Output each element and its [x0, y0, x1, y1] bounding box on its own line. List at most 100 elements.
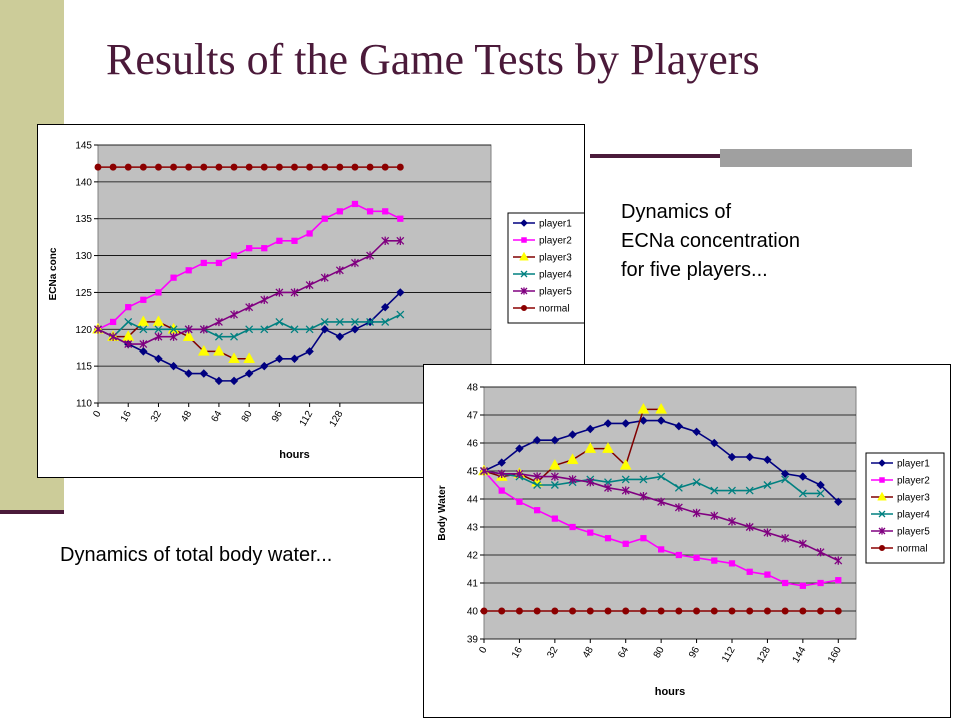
- water-point-player2: [746, 568, 753, 575]
- water-point-normal: [799, 607, 807, 615]
- water-legend-label-player4: player4: [897, 510, 930, 521]
- left-accent-underline: [0, 510, 64, 514]
- water-y-tick-label: 42: [467, 551, 479, 562]
- water-point-normal: [781, 607, 789, 615]
- ecna-point-player2: [336, 208, 343, 215]
- ecna-point-normal: [230, 163, 238, 171]
- ecna-point-player5: [199, 325, 208, 334]
- ecna-y-tick-label: 110: [76, 399, 92, 410]
- water-point-player5: [621, 486, 630, 495]
- water-point-player2: [817, 579, 824, 587]
- water-point-player4: [798, 489, 807, 498]
- ecna-point-player3: [197, 344, 210, 356]
- water-point-player2: [799, 582, 806, 589]
- ecna-point-player4: [396, 310, 405, 319]
- ecna-caption: Dynamics of ECNa concentration for five …: [621, 198, 800, 285]
- water-point-player2: [782, 579, 789, 587]
- ecna-point-player4: [351, 317, 359, 326]
- ecna-point-player1: [154, 354, 163, 363]
- water-point-player4: [533, 481, 542, 489]
- ecna-caption-line-2: ECNa concentration: [621, 230, 800, 252]
- ecna-y-tick-label: 130: [75, 251, 92, 262]
- ecna-legend-marker-player2: [521, 237, 527, 243]
- ecna-point-player5: [230, 310, 238, 319]
- water-point-player1: [780, 469, 790, 479]
- water-x-tick-label: 144: [791, 645, 809, 665]
- slide-title: Results of the Game Tests by Players: [106, 35, 760, 84]
- water-point-normal: [763, 607, 771, 615]
- ecna-y-tick-label: 135: [75, 214, 92, 225]
- ecna-point-player1: [169, 361, 178, 371]
- water-point-player2: [551, 515, 558, 522]
- water-point-normal: [710, 607, 718, 615]
- water-x-tick-label: 128: [755, 645, 773, 665]
- ecna-point-player4: [366, 317, 375, 326]
- water-x-tick-label: 0: [477, 645, 490, 656]
- ecna-x-tick-label: 48: [179, 409, 194, 425]
- ecna-caption-line-1: Dynamics of: [621, 201, 732, 223]
- water-x-tick-label: 48: [581, 645, 596, 661]
- water-point-player5: [639, 492, 648, 501]
- ecna-point-normal: [366, 163, 374, 171]
- water-y-axis-label: Body Water: [437, 485, 448, 540]
- water-point-player5: [550, 472, 559, 481]
- water-point-player1: [586, 424, 595, 434]
- ecna-point-normal: [215, 163, 223, 171]
- ecna-point-player3: [182, 330, 195, 341]
- water-point-player5: [533, 472, 542, 481]
- water-series-player5: [480, 466, 843, 565]
- ecna-y-tick-label: 140: [75, 177, 92, 188]
- ecna-point-player5: [320, 273, 329, 282]
- water-x-tick-label: 80: [652, 645, 667, 661]
- ecna-x-tick-label: 0: [91, 409, 104, 420]
- water-point-player2: [675, 551, 682, 559]
- ecna-legend-label-player4: player4: [539, 270, 572, 281]
- water-point-player1: [710, 438, 719, 448]
- water-point-player1: [568, 430, 577, 439]
- water-x-axis-label: hours: [655, 686, 686, 698]
- ecna-point-player1: [260, 361, 269, 371]
- water-point-player4: [816, 489, 825, 498]
- water-x-tick-label: 16: [510, 645, 525, 661]
- water-point-player1: [798, 472, 808, 481]
- ecna-point-player4: [124, 317, 133, 326]
- water-point-player4: [621, 475, 630, 484]
- ecna-legend-marker-player5: [520, 287, 528, 295]
- decorative-block: [720, 149, 912, 167]
- ecna-point-player4: [169, 325, 178, 334]
- ecna-point-player5: [184, 325, 193, 334]
- water-x-tick-label: 64: [616, 645, 631, 661]
- ecna-legend-label-player3: player3: [539, 253, 572, 264]
- ecna-point-player5: [351, 258, 359, 268]
- ecna-point-normal: [154, 163, 162, 171]
- ecna-point-normal: [275, 163, 283, 171]
- water-point-player3: [619, 458, 632, 470]
- water-point-player3: [566, 453, 579, 465]
- ecna-point-player2: [200, 259, 207, 267]
- water-legend-marker-player2: [879, 477, 885, 483]
- water-point-player5: [763, 528, 772, 537]
- ecna-point-player4: [381, 317, 390, 326]
- ecna-point-normal: [306, 163, 314, 171]
- water-point-player1: [834, 497, 843, 507]
- water-series-normal: [480, 607, 842, 615]
- ecna-point-player5: [245, 302, 254, 312]
- water-point-player5: [692, 508, 701, 518]
- water-point-normal: [622, 607, 630, 615]
- water-point-player4: [781, 475, 790, 484]
- water-point-player5: [816, 548, 825, 557]
- ecna-point-player2: [155, 289, 162, 296]
- ecna-point-player1: [380, 302, 390, 312]
- water-point-normal: [515, 607, 523, 615]
- water-point-player5: [834, 556, 843, 565]
- water-point-player5: [480, 466, 488, 476]
- body-water-caption: Dynamics of total body water...: [60, 544, 333, 566]
- water-legend-marker-player5: [878, 527, 886, 535]
- water-point-normal: [551, 607, 559, 615]
- water-point-player1: [763, 455, 772, 465]
- ecna-point-player2: [230, 252, 238, 259]
- ecna-legend-marker-player3: [519, 251, 529, 261]
- water-point-player1: [727, 452, 737, 462]
- water-point-player1: [621, 419, 630, 428]
- water-legend-marker-player4: [878, 510, 886, 518]
